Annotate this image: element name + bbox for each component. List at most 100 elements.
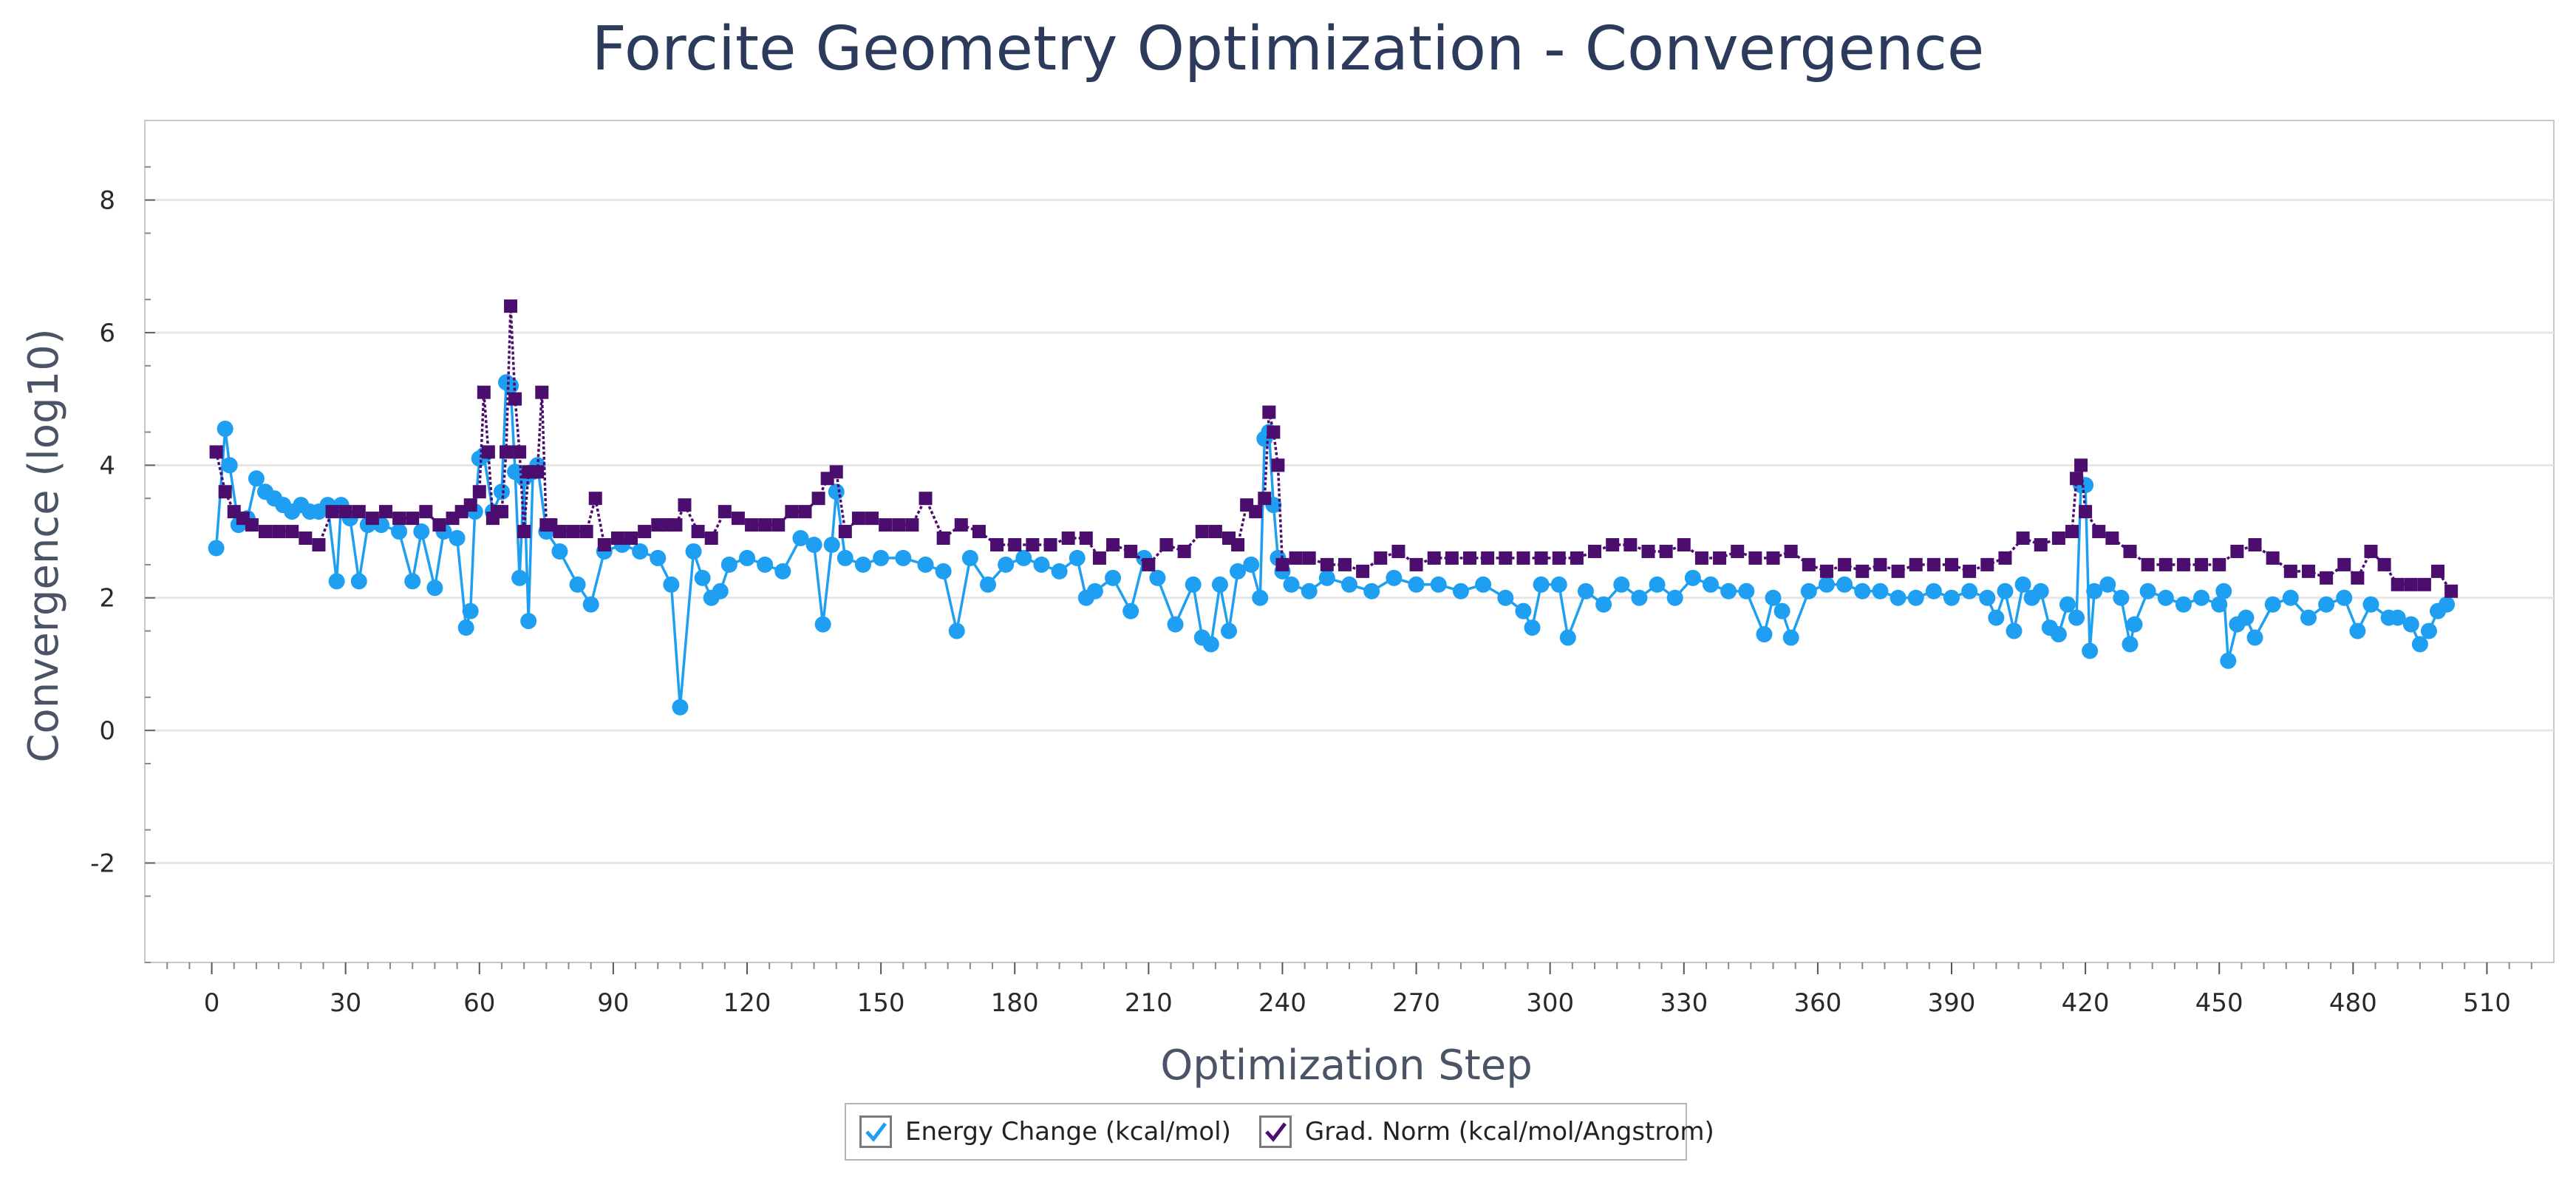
y-tick-label: 0 (99, 716, 115, 746)
data-point-energy-change (1408, 576, 1425, 593)
data-point-energy-change (792, 530, 809, 547)
data-point-grad-norm (2377, 557, 2391, 571)
data-point-energy-change (1475, 576, 1492, 593)
data-point-energy-change (1684, 569, 1701, 586)
data-point-grad-norm (1391, 544, 1405, 558)
data-point-grad-norm (579, 525, 593, 539)
data-point-grad-norm (517, 525, 531, 539)
data-point-grad-norm (2051, 531, 2065, 546)
data-point-grad-norm (771, 518, 786, 532)
data-point-grad-norm (472, 485, 486, 499)
data-point-grad-norm (2016, 531, 2030, 546)
data-point-grad-norm (2092, 525, 2106, 539)
data-point-energy-change (2032, 582, 2049, 600)
data-point-grad-norm (1998, 551, 2012, 565)
series-layer (208, 299, 2459, 716)
data-point-energy-change (2139, 582, 2156, 600)
data-point-energy-change (1252, 589, 1269, 606)
data-point-energy-change (854, 556, 871, 573)
data-point-energy-change (1318, 569, 1335, 586)
energy-change-checkbox[interactable] (859, 1115, 892, 1148)
data-point-grad-norm (481, 445, 495, 459)
data-point-energy-change (1756, 626, 1773, 643)
data-point-energy-change (2006, 622, 2023, 639)
data-point-energy-change (350, 573, 367, 590)
data-point-energy-change (520, 613, 537, 630)
data-point-grad-norm (1026, 537, 1040, 551)
data-point-grad-norm (990, 537, 1004, 551)
data-point-grad-norm (718, 505, 732, 519)
data-point-grad-norm (1766, 551, 1780, 565)
data-point-energy-change (2050, 626, 2067, 643)
data-point-energy-change (720, 556, 737, 573)
data-point-energy-change (2349, 622, 2366, 639)
plot-frame (144, 120, 2555, 963)
data-point-energy-change (2068, 609, 2085, 626)
data-point-energy-change (2215, 582, 2232, 600)
data-point-grad-norm (535, 385, 549, 399)
data-point-energy-change (1854, 582, 1871, 600)
data-point-energy-change (1907, 589, 1924, 606)
y-tick-label: -2 (90, 849, 115, 878)
data-point-energy-change (413, 523, 430, 540)
data-point-energy-change (1720, 582, 1737, 600)
data-point-grad-norm (851, 512, 865, 526)
data-point-energy-change (828, 483, 845, 500)
data-point-energy-change (1341, 576, 1357, 593)
data-point-energy-change (2113, 589, 2130, 606)
x-tick-label: 30 (330, 988, 361, 1018)
data-point-grad-norm (624, 531, 638, 546)
data-point-energy-change (493, 483, 510, 500)
data-point-energy-change (1666, 589, 1683, 606)
data-point-grad-norm (2364, 544, 2378, 558)
data-point-energy-change (1515, 602, 1532, 619)
data-point-energy-change (1925, 582, 1942, 600)
data-point-energy-change (2059, 596, 2076, 613)
data-point-energy-change (1301, 582, 1318, 600)
data-point-grad-norm (1713, 551, 1727, 565)
data-point-energy-change (1782, 629, 1799, 646)
data-point-grad-norm (1463, 551, 1476, 565)
data-point-energy-change (1283, 576, 1300, 593)
data-point-grad-norm (1891, 564, 1905, 578)
data-point-energy-change (221, 457, 238, 474)
data-point-grad-norm (1195, 525, 1209, 539)
data-point-grad-norm (1258, 492, 1272, 506)
data-point-energy-change (1997, 582, 2014, 600)
data-point-grad-norm (1552, 551, 1566, 565)
data-point-grad-norm (218, 485, 232, 499)
data-point-energy-change (2220, 652, 2237, 669)
data-point-energy-change (1703, 576, 1719, 593)
x-tick-label: 390 (1928, 988, 1976, 1018)
data-point-energy-change (2420, 622, 2437, 639)
legend-item-energy-change[interactable]: Energy Change (kcal/mol) (859, 1115, 1231, 1148)
data-point-energy-change (1550, 576, 1567, 593)
data-point-grad-norm (785, 505, 799, 519)
data-point-energy-change (917, 556, 934, 573)
data-point-grad-norm (513, 445, 527, 459)
data-point-grad-norm (1694, 551, 1708, 565)
data-point-grad-norm (691, 525, 705, 539)
legend-label-grad-norm: Grad. Norm (kcal/mol/Angstrom) (1304, 1117, 1714, 1147)
y-tick-label: 2 (99, 584, 115, 614)
data-point-energy-change (462, 602, 479, 619)
data-point-grad-norm (2065, 525, 2079, 539)
data-point-grad-norm (1142, 557, 1156, 571)
data-point-grad-norm (2266, 551, 2280, 565)
grad-norm-checkbox[interactable] (1258, 1115, 1292, 1148)
data-point-energy-change (1105, 569, 1122, 586)
data-point-grad-norm (432, 518, 446, 532)
data-point-energy-change (2300, 609, 2317, 626)
data-point-energy-change (961, 549, 978, 566)
data-point-grad-norm (892, 518, 906, 532)
data-point-grad-norm (392, 512, 406, 526)
data-point-energy-change (1167, 616, 1184, 633)
data-point-energy-change (805, 536, 822, 553)
data-point-energy-change (1631, 589, 1648, 606)
legend-item-grad-norm[interactable]: Grad. Norm (kcal/mol/Angstrom) (1258, 1115, 1714, 1148)
data-point-grad-norm (1909, 557, 1923, 571)
data-point-energy-change (1559, 629, 1576, 646)
data-point-grad-norm (2337, 557, 2351, 571)
data-point-grad-norm (838, 525, 852, 539)
data-point-energy-change (1988, 609, 2005, 626)
